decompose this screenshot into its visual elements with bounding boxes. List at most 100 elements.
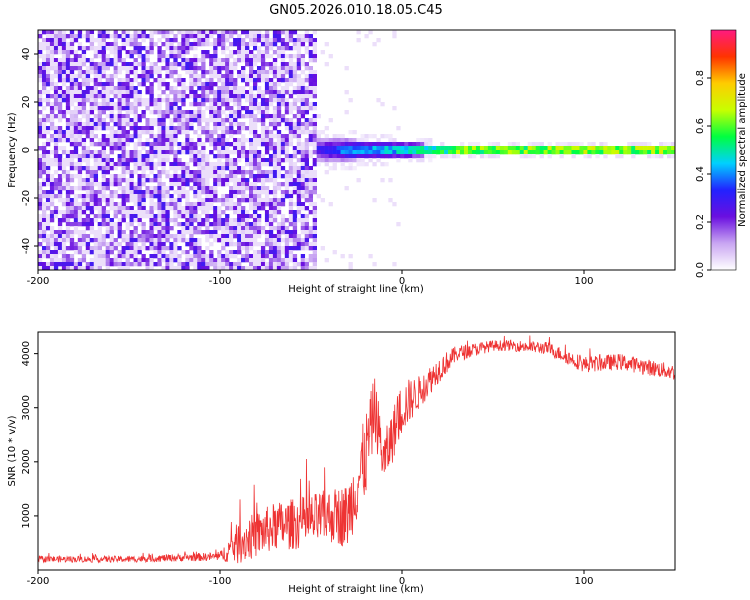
heatmap-cell (260, 114, 266, 119)
heatmap-cell (304, 38, 310, 43)
heatmap-cell (38, 118, 43, 123)
heatmap-cell (77, 122, 83, 127)
heatmap-cell (312, 58, 317, 63)
heatmap-cell (105, 46, 110, 51)
heatmap-cell (41, 90, 47, 95)
heatmap-cell (217, 66, 222, 71)
heatmap-cell (113, 134, 118, 139)
heatmap-cell (49, 94, 55, 99)
heatmap-cell (460, 150, 465, 155)
heatmap-cell (312, 150, 317, 155)
heatmap-cell (559, 142, 564, 147)
heatmap-cell (49, 262, 55, 267)
heatmap-cell (177, 190, 182, 195)
heatmap-cell (296, 170, 302, 175)
heatmap-cell (185, 134, 190, 139)
heatmap-cell (237, 126, 242, 131)
heatmap-cell (161, 138, 166, 143)
heatmap-cell (85, 86, 91, 91)
heatmap-cell (288, 74, 294, 79)
heatmap-cell (320, 142, 325, 147)
heatmap-cell (368, 30, 373, 35)
heatmap-cell (201, 142, 206, 147)
heatmap-cell (237, 262, 242, 267)
heatmap-cell (85, 190, 91, 195)
heatmap-cell (57, 222, 63, 227)
heatmap-cell (491, 142, 497, 147)
heatmap-cell (260, 242, 266, 247)
heatmap-cell (45, 206, 51, 211)
heatmap-cell (225, 142, 230, 147)
heatmap-cell (237, 170, 242, 175)
heatmap-cell (229, 70, 234, 75)
heatmap-cell (213, 142, 218, 147)
heatmap-cell (332, 138, 337, 143)
heatmap-cell (308, 230, 314, 235)
heatmap-cell (93, 206, 99, 211)
heatmap-cell (165, 74, 170, 79)
heatmap-cell (145, 54, 150, 59)
heatmap-cell (133, 226, 138, 231)
heatmap-cell (304, 198, 310, 203)
heatmap-cell (41, 122, 47, 127)
heatmap-cell (237, 54, 242, 59)
heatmap-cell (213, 146, 218, 151)
heatmap-cell (73, 78, 79, 83)
heatmap-cell (113, 118, 118, 123)
heatmap-cell (57, 162, 63, 167)
heatmap-cell (268, 134, 274, 139)
heatmap-cell (105, 210, 110, 215)
heatmap-cell (249, 150, 254, 155)
heatmap-cell (276, 258, 282, 263)
heatmap-cell (189, 110, 194, 115)
heatmap-cell (77, 246, 83, 251)
heatmap-cell (145, 34, 150, 39)
heatmap-cell (125, 222, 130, 227)
heatmap-cell (356, 162, 361, 167)
heatmap-cell (288, 174, 294, 179)
heatmap-cell (396, 158, 401, 163)
heatmap-cell (89, 142, 95, 147)
heatmap-cell (205, 258, 210, 263)
heatmap-cell (308, 34, 314, 39)
heatmap-cell (392, 106, 397, 111)
heatmap-cell (268, 118, 274, 123)
heatmap-cell (296, 106, 302, 111)
heatmap-cell (169, 54, 174, 59)
heatmap-cell (149, 50, 154, 55)
heatmap-cell (229, 50, 234, 55)
heatmap-cell (296, 94, 302, 99)
heatmap-cell (221, 202, 226, 207)
heatmap-cell (38, 162, 43, 167)
heatmap-cell (165, 66, 170, 71)
heatmap-cell (69, 174, 75, 179)
heatmap-cell (157, 50, 162, 55)
heatmap-cell (268, 42, 274, 47)
heatmap-cell (539, 150, 544, 155)
heatmap-cell (125, 86, 130, 91)
heatmap-cell (356, 30, 361, 35)
heatmap-cell (420, 150, 425, 155)
heatmap-cell (193, 194, 198, 199)
heatmap-cell (81, 50, 87, 55)
heatmap-cell (213, 126, 218, 131)
heatmap-cell (213, 46, 218, 51)
heatmap-cell (300, 150, 306, 155)
heatmap-cell (292, 242, 298, 247)
heatmap-cell (157, 38, 162, 43)
heatmap-cell (316, 138, 321, 143)
heatmap-cell (145, 58, 150, 63)
heatmap-cell (193, 30, 198, 35)
heatmap-cell (320, 150, 325, 155)
heatmap-cell (209, 90, 214, 95)
heatmap-cell (45, 70, 51, 75)
heatmap-cell (205, 166, 210, 171)
heatmap-cell (209, 82, 214, 87)
heatmap-cell (221, 170, 226, 175)
heatmap-cell (312, 218, 317, 223)
heatmap-cell (73, 110, 79, 115)
heatmap-cell (249, 66, 254, 71)
heatmap-cell (316, 134, 321, 139)
heatmap-cell (61, 210, 67, 215)
heatmap-cell (97, 222, 102, 227)
